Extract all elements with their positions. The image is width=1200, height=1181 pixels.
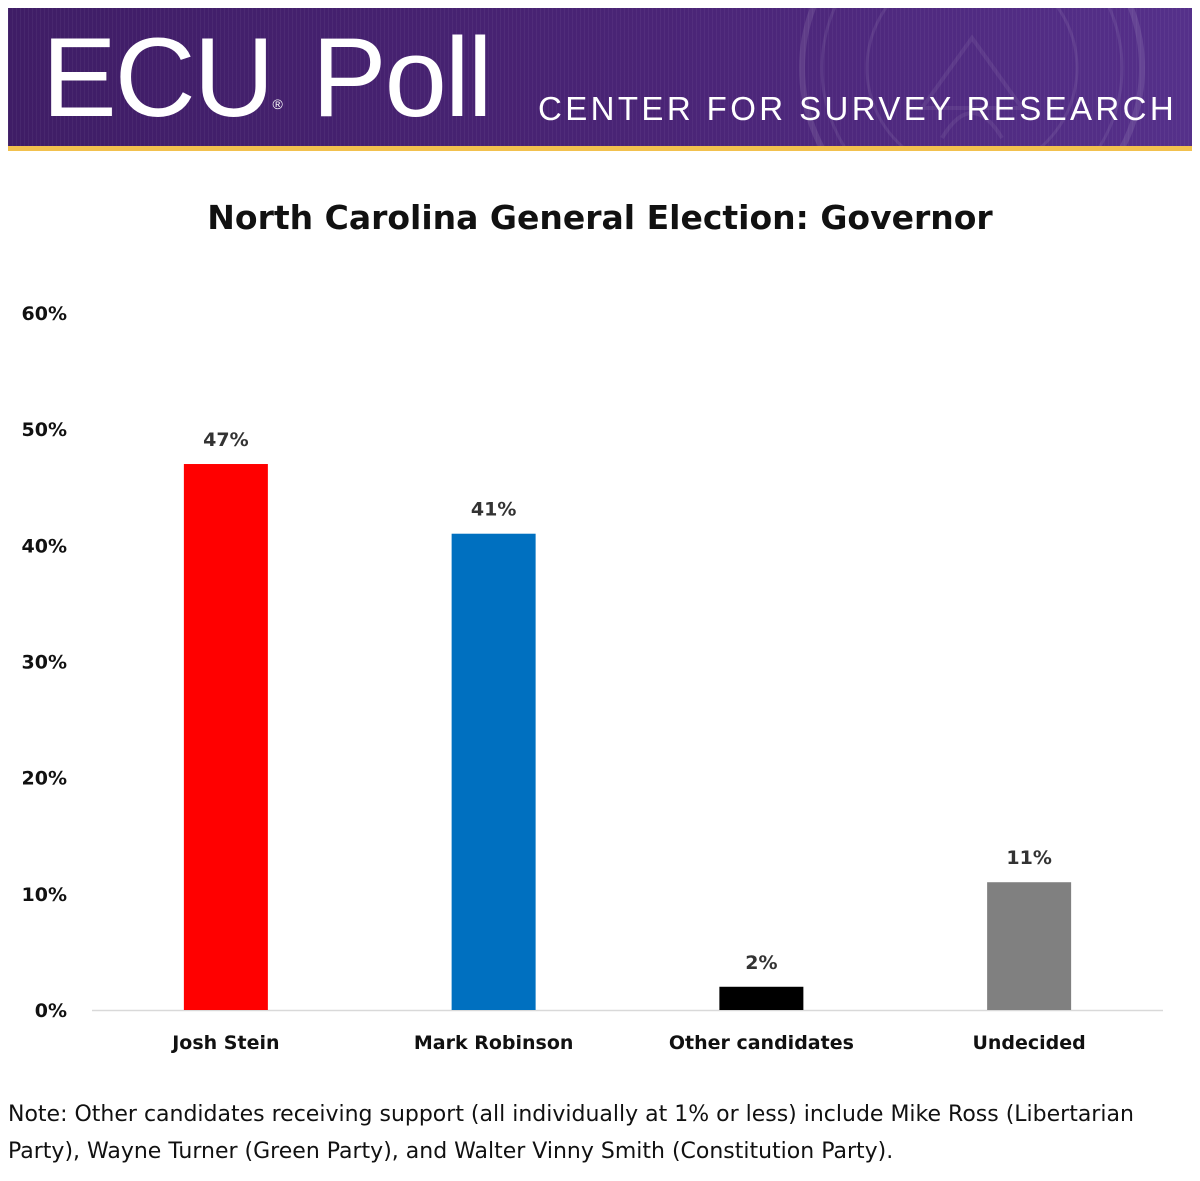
data-label: 41% bbox=[471, 499, 516, 521]
university-seal-watermark bbox=[799, 8, 1145, 146]
logo-poll: Poll bbox=[311, 15, 493, 140]
x-tick-label: Josh Stein bbox=[170, 1032, 279, 1054]
bar bbox=[451, 533, 536, 1010]
banner-subtitle: CENTER FOR SURVEY RESEARCH bbox=[538, 90, 1178, 127]
y-tick-label: 10% bbox=[22, 884, 67, 906]
data-label: 47% bbox=[203, 429, 248, 451]
data-label: 11% bbox=[1006, 847, 1051, 869]
banner-gold-stripe bbox=[8, 146, 1192, 151]
x-tick-label: Other candidates bbox=[669, 1032, 854, 1054]
x-tick-label: Mark Robinson bbox=[414, 1032, 574, 1054]
y-tick-label: 0% bbox=[35, 1000, 67, 1022]
chart-footnote: Note: Other candidates receiving support… bbox=[8, 1102, 1134, 1164]
registered-mark: ® bbox=[272, 96, 283, 112]
chart-title: North Carolina General Election: Governo… bbox=[207, 198, 993, 237]
y-tick-label: 30% bbox=[22, 652, 67, 674]
logo-ecu: ECU bbox=[42, 15, 274, 140]
data-label: 2% bbox=[745, 952, 777, 974]
x-tick-label: Undecided bbox=[972, 1032, 1085, 1054]
bar bbox=[183, 464, 268, 1010]
y-tick-label: 60% bbox=[22, 303, 67, 325]
bar bbox=[987, 882, 1072, 1010]
y-tick-label: 50% bbox=[22, 419, 67, 441]
ecu-poll-banner: ECU® Poll CENTER FOR SURVEY RESEARCH bbox=[8, 8, 1192, 146]
y-tick-label: 20% bbox=[22, 768, 67, 790]
y-tick-label: 40% bbox=[22, 535, 67, 557]
ecu-poll-logo: ECU® Poll bbox=[42, 15, 493, 140]
bar bbox=[719, 986, 804, 1010]
